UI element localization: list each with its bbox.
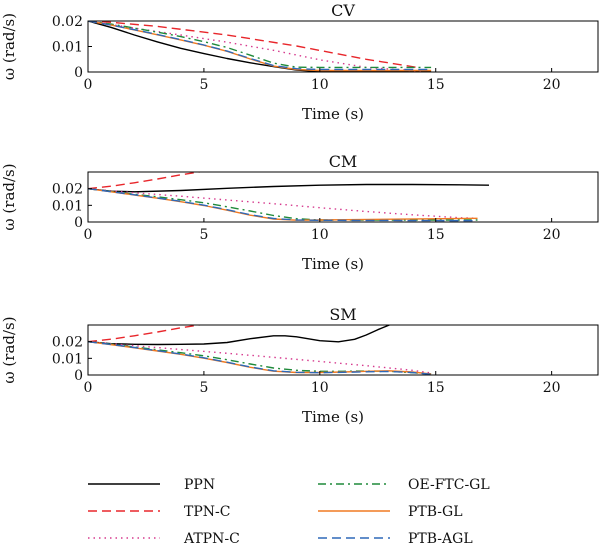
- series-group: [88, 325, 432, 375]
- chart-panel-cv: CV 0 5 10 15 20 0 0.01 0.02 Time (s) ω (rad/s): [0, 1, 599, 123]
- series-line-ppn: [88, 21, 432, 72]
- x-tick-label: 0: [84, 380, 93, 396]
- x-tick-label: 5: [199, 77, 208, 93]
- y-axis-label: ω (rad/s): [0, 13, 18, 80]
- series-line-oe-ftc-gl: [88, 188, 478, 221]
- plot-frame: [87, 171, 599, 223]
- legend-label-oe-ftc-gl: OE-FTC-GL: [408, 477, 490, 493]
- series-line-ppn: [88, 183, 490, 193]
- x-tick-label: 10: [311, 77, 329, 93]
- legend-label-ptb-gl: PTB-GL: [408, 504, 463, 520]
- x-tick-label: 15: [427, 77, 445, 93]
- x-tick-label: 5: [199, 227, 208, 243]
- chart-title: SM: [329, 305, 356, 324]
- y-tick-label: 0.02: [52, 335, 83, 351]
- series-line-ptb-agl: [88, 21, 432, 71]
- series-group: [88, 21, 432, 72]
- legend-label-tpn-c: TPN-C: [184, 504, 230, 520]
- x-tick-label: 0: [84, 227, 93, 243]
- x-axis-label: Time (s): [302, 105, 364, 123]
- x-tick-label: 20: [543, 77, 561, 93]
- y-axis-label: ω (rad/s): [0, 163, 18, 230]
- series-line-ppn: [88, 325, 390, 346]
- x-axis-label: Time (s): [302, 408, 364, 426]
- chart-title: CV: [331, 1, 355, 20]
- x-tick-label: 15: [427, 380, 445, 396]
- y-tick-label: 0: [74, 65, 83, 81]
- x-tick-label: 5: [199, 380, 208, 396]
- series-line-ptb-gl: [88, 21, 432, 72]
- y-tick-label: 0.01: [52, 40, 83, 56]
- y-tick-label: 0: [74, 215, 83, 231]
- series-line-oe-ftc-gl: [88, 21, 432, 69]
- legend-label-atpn-c: ATPN-C: [183, 531, 240, 547]
- y-tick-label: 0.01: [52, 198, 83, 214]
- series-line-tpn-c: [88, 172, 200, 190]
- series-line-atpn-c: [88, 188, 478, 219]
- legend-label-ptb-agl: PTB-AGL: [408, 531, 473, 547]
- y-tick-label: 0.01: [52, 351, 83, 367]
- chart-title: CM: [329, 152, 358, 171]
- y-axis-label: ω (rad/s): [0, 316, 18, 383]
- series-line-tpn-c: [88, 325, 200, 343]
- y-tick-label: 0.02: [52, 14, 83, 30]
- plot-frame: [87, 20, 599, 73]
- x-tick-label: 20: [543, 227, 561, 243]
- x-tick-label: 10: [311, 380, 329, 396]
- plot-frame: [87, 324, 599, 376]
- chart-panel-cm: CM 0 5 10 15 20 00.010.02 Time (s) ω (rad/s): [0, 152, 599, 273]
- x-tick-label: 15: [427, 227, 445, 243]
- legend-label-ppn: PPN: [184, 477, 215, 493]
- x-tick-label: 20: [543, 380, 561, 396]
- series-line-ptb-gl: [88, 188, 478, 221]
- y-tick-label: 0: [74, 368, 83, 384]
- series-line-tpn-c: [88, 21, 418, 69]
- chart-panel-sm: SM 0 5 10 15 20 00.010.02 Time (s) ω (rad/s): [0, 305, 599, 426]
- x-tick-label: 10: [311, 227, 329, 243]
- y-tick-label: 0.02: [52, 182, 83, 198]
- series-line-ptb-agl: [88, 341, 432, 375]
- x-tick-label: 0: [84, 77, 93, 93]
- series-line-ptb-agl: [88, 188, 478, 222]
- series-group: [88, 172, 490, 222]
- x-axis-label: Time (s): [302, 255, 364, 273]
- legend: PPN TPN-C ATPN-C OE-FTC-GL PTB-GL PTB-AGL: [88, 477, 490, 547]
